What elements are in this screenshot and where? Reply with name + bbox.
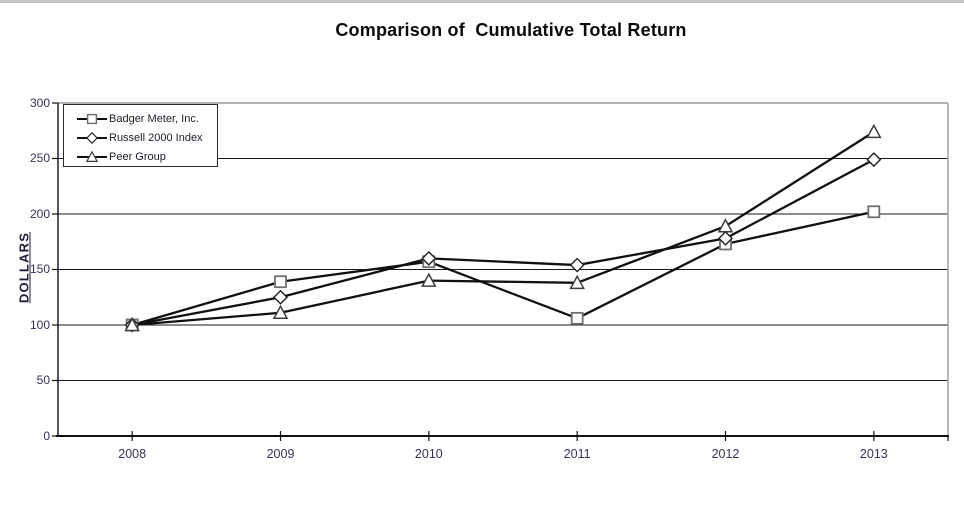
diamond-marker-icon	[86, 131, 98, 144]
triangle-marker-icon	[124, 316, 140, 332]
series-line-diamond	[131, 158, 875, 327]
square-marker-icon	[867, 205, 881, 219]
series-line-square	[131, 210, 875, 327]
legend-label: Peer Group	[109, 150, 166, 163]
y-tick-label: 200	[29, 206, 50, 221]
diamond-marker-icon	[421, 250, 437, 266]
x-tick-label: 2010	[414, 447, 443, 461]
x-tick-label: 2013	[859, 447, 888, 461]
y-tick-label: 50	[36, 373, 50, 387]
triangle-marker-icon	[866, 123, 882, 139]
triangle-marker-icon	[85, 150, 99, 162]
diamond-marker-icon	[866, 152, 882, 168]
legend-sample-square	[77, 113, 107, 124]
chart-title: Comparison of Cumulative Total Return	[335, 20, 687, 40]
diamond-marker-icon	[718, 230, 733, 246]
legend-sample-triangle	[77, 150, 107, 162]
legend-label: Badger Meter, Inc.	[109, 112, 199, 125]
diamond-marker-icon	[569, 257, 585, 273]
y-tick-label: 250	[29, 151, 50, 165]
legend: Badger Meter, Inc. Russell 2000 Index Peer…	[63, 104, 218, 167]
triangle-marker-icon	[717, 218, 734, 233]
triangle-marker-icon	[272, 304, 289, 320]
series-line-triangle	[131, 130, 875, 327]
diamond-marker-icon	[273, 289, 288, 305]
legend-label: Russell 2000 Index	[109, 131, 203, 144]
triangle-marker-icon	[421, 272, 437, 287]
legend-item: Badger Meter, Inc.	[77, 110, 217, 127]
x-tick-label: 2011	[563, 447, 591, 461]
triangle-marker-icon	[569, 274, 585, 290]
y-tick-label: 0	[43, 428, 50, 443]
y-tick-label: 100	[29, 317, 50, 332]
legend-sample-diamond	[77, 131, 107, 144]
legend-item: Russell 2000 Index	[77, 129, 217, 146]
square-marker-icon	[86, 113, 98, 124]
square-marker-icon	[570, 311, 584, 325]
square-marker-icon	[274, 275, 287, 289]
x-tick-label: 2009	[266, 447, 295, 461]
x-tick-label: 2012	[711, 447, 740, 461]
image-top-border	[0, 0, 964, 3]
x-tick-label: 2008	[118, 447, 147, 461]
y-tick-label: 300	[29, 95, 50, 110]
y-tick-label: 150	[29, 262, 50, 276]
legend-item: Peer Group	[77, 148, 217, 165]
